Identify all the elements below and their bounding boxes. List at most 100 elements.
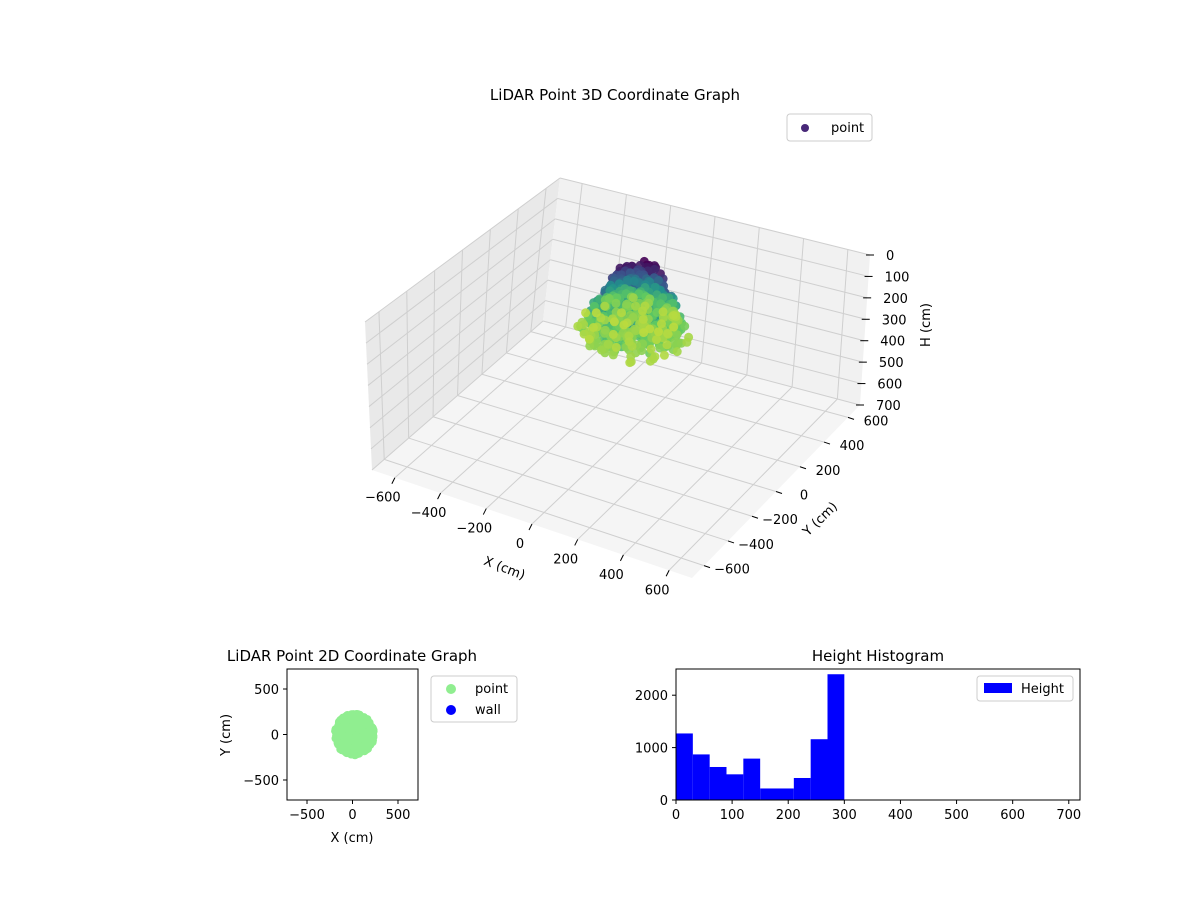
x-tick-mark-3d-1 <box>437 492 442 500</box>
z-tick-label-3d-3: 300 <box>882 313 907 328</box>
point-3d-870 <box>624 337 634 347</box>
y-tick-label-3d-3: 0 <box>800 489 808 504</box>
histogram-ticks: 0 100 200 300 400 500 600 700 0 1000 2000 <box>635 689 1081 823</box>
point-3d-894 <box>609 317 619 327</box>
x-tick-mark-3d-4 <box>574 539 579 546</box>
x-axis-label-2d: X (cm) <box>331 831 374 846</box>
y-tick-label-3d-2: −200 <box>762 513 798 528</box>
hist-y-tick-label-2: 2000 <box>635 689 668 704</box>
point-2d-487 <box>349 720 358 729</box>
grid-z-back-0 <box>559 177 871 256</box>
x-tick-label-3d-1: −400 <box>411 506 447 521</box>
plot-area-2d <box>286 668 419 801</box>
grid-y-wall-2 <box>432 270 436 417</box>
x-tick-mark-3d-6 <box>665 570 670 577</box>
point-2d-497 <box>342 743 351 752</box>
point-3d-789 <box>622 299 632 309</box>
point-3d-898 <box>669 322 679 332</box>
grid-z-left-0 <box>364 177 561 323</box>
grid-x-floor-6 <box>668 398 838 571</box>
point-3d-878 <box>638 306 647 316</box>
x-tick-mark-3d-3 <box>528 523 533 531</box>
grid-y-wall-5 <box>505 208 519 353</box>
z-ticks-3d: 0 100 200 300 400 500 600 700 <box>856 249 909 414</box>
histogram-bar-4 <box>743 758 761 800</box>
x-tick-label-3d-3: 0 <box>516 537 524 552</box>
y-axis-label-3d: Y (cm) <box>800 499 841 540</box>
z-tick-label-3d-6: 600 <box>877 378 902 393</box>
y-tick-mark-3d-1 <box>727 540 735 544</box>
grid-z-back-200 <box>555 218 868 299</box>
z-tick-label-3d-7: 700 <box>876 399 901 414</box>
x-axis-label-3d: X (cm) <box>481 554 527 583</box>
legend-3d-marker <box>801 124 809 132</box>
x-tick-mark-3d-0 <box>391 477 396 484</box>
grid-z-back-400 <box>550 259 865 342</box>
legend-3d-label-point: point <box>831 121 864 136</box>
point-3d-890 <box>588 323 598 332</box>
grid-y-wall-0 <box>378 311 385 460</box>
legend-2d-label-wall: wall <box>475 703 501 718</box>
point-3d-884 <box>617 308 626 318</box>
grid-y-wall-3 <box>457 249 463 396</box>
z-tick-label-3d-5: 500 <box>879 356 904 371</box>
point-3d-834 <box>608 350 618 360</box>
point-3d-814 <box>600 325 610 335</box>
z-tick-label-3d-2: 200 <box>883 292 908 307</box>
histogram-bar-9 <box>827 674 845 800</box>
point-3d-867 <box>650 352 660 362</box>
point-3d-788 <box>672 330 682 340</box>
histogram-bar-3 <box>726 774 744 800</box>
legend-2d-marker-point <box>446 684 456 694</box>
hist-x-tick-label-0: 0 <box>672 808 680 823</box>
point-3d-835 <box>597 345 607 355</box>
point-3d-868 <box>646 344 656 354</box>
grid-x-wall-3 <box>701 216 716 364</box>
point-3d-845 <box>603 339 613 349</box>
grid-y-floor-3 <box>457 395 777 492</box>
histogram-bars <box>676 674 845 800</box>
grid-y-floor-6 <box>530 331 849 418</box>
grid-z-left-600 <box>370 300 546 450</box>
point-2d-499 <box>334 731 343 740</box>
point-cluster-3d <box>573 256 694 368</box>
chart-3d-title: LiDAR Point 3D Coordinate Graph <box>490 86 740 104</box>
pane-floor <box>372 321 860 578</box>
point-3d-897 <box>639 328 649 338</box>
point-2d-492 <box>342 737 351 745</box>
point-3d-895 <box>619 320 629 330</box>
point-3d-888 <box>638 314 648 324</box>
point-3d-883 <box>658 307 668 317</box>
point-3d-866 <box>573 321 583 331</box>
grid-z-left-100 <box>365 198 558 344</box>
grid-y-wall-6 <box>530 188 547 332</box>
point-3d-775 <box>611 298 621 308</box>
point-2d-476 <box>340 717 349 726</box>
point-3d-899 <box>654 327 663 337</box>
x-tick-mark-3d-2 <box>482 508 487 515</box>
histogram-bar-6 <box>777 788 794 800</box>
grid-z-left-700 <box>371 320 544 471</box>
grid-x-floor-5 <box>623 386 793 556</box>
y-axis-label-2d: Y (cm) <box>219 714 234 757</box>
hist-x-tick-label-3: 300 <box>832 808 857 823</box>
legend-histogram: Height <box>976 675 1074 702</box>
legend-histogram-swatch <box>984 683 1012 693</box>
point-3d-886 <box>652 335 661 345</box>
y-ticks-3d: −600 −400 −2000 200 400 600 <box>703 414 888 578</box>
y-tick-mark-3d-0 <box>703 565 711 569</box>
y-tick-label-3d-5: 400 <box>840 439 865 454</box>
grid-z-left-200 <box>366 218 556 365</box>
point-3d-421 <box>650 282 660 292</box>
x-tick-label-2d-1: 0 <box>348 808 356 823</box>
point-3d-248 <box>654 276 663 285</box>
grid-z-left-400 <box>368 259 551 407</box>
legend-2d: point wall <box>430 675 518 723</box>
histogram-bar-7 <box>793 777 811 800</box>
grid-y-wall-1 <box>406 291 410 439</box>
x-tick-label-3d-2: −200 <box>456 522 492 537</box>
point-3d-738 <box>680 321 690 331</box>
point-3d-892 <box>581 308 591 318</box>
point-3d-853 <box>684 332 694 342</box>
